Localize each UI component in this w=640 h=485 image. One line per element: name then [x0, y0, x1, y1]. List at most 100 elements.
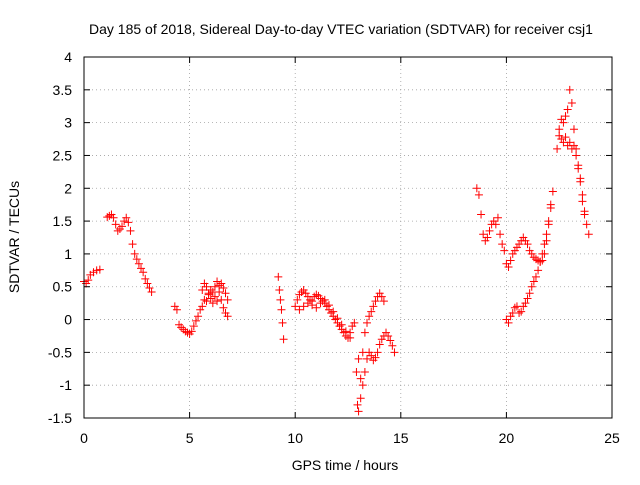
data-point [293, 295, 302, 304]
tick-labels: 0 5 10 15 20 25 -1.5 -1 -0.5 0 0.5 1 1.5 2 2.5 3 3.5 4 [48, 49, 620, 446]
data-point [132, 255, 141, 264]
data-point [557, 135, 566, 144]
data-point [341, 327, 350, 336]
data-point [479, 230, 488, 239]
data-point [546, 200, 555, 209]
data-point [221, 308, 230, 317]
data-point [316, 299, 325, 308]
data-point [130, 249, 139, 258]
data-point [352, 368, 361, 377]
data-point [367, 351, 376, 360]
data-point [219, 284, 228, 293]
data-point [561, 112, 570, 121]
data-point [221, 289, 230, 298]
data-point [379, 297, 388, 306]
data-point [139, 268, 148, 277]
data-point [531, 272, 540, 281]
data-point [92, 266, 101, 275]
data-point [512, 243, 521, 252]
data-point [312, 290, 321, 299]
data-point [584, 230, 593, 239]
y-tick-label: 0.5 [53, 279, 73, 295]
data-point [517, 307, 526, 316]
data-point [120, 217, 129, 226]
data-point [187, 327, 196, 336]
data-point [223, 312, 232, 321]
data-point [356, 374, 365, 383]
data-point [348, 322, 357, 331]
data-point [295, 305, 304, 314]
y-tick-label: -0.5 [48, 344, 72, 360]
y-tick-label: -1.5 [48, 410, 72, 426]
data-point [170, 302, 179, 311]
data-point [582, 220, 591, 229]
data-point [580, 207, 589, 216]
data-point [128, 240, 137, 249]
data-point [312, 303, 321, 312]
data-point [559, 118, 568, 127]
grid-lines [84, 57, 612, 418]
data-point [510, 246, 519, 255]
data-point [208, 299, 217, 308]
data-point [540, 240, 549, 249]
data-point [301, 289, 310, 298]
data-point [506, 312, 515, 321]
data-point [365, 312, 374, 321]
data-point [200, 295, 209, 304]
y-tick-label: 0 [64, 312, 72, 328]
data-point [95, 265, 104, 274]
data-point [369, 302, 378, 311]
data-point [371, 297, 380, 306]
data-point [474, 190, 483, 199]
data-point [527, 249, 536, 258]
data-point [544, 217, 553, 226]
data-point [553, 144, 562, 153]
data-point [569, 125, 578, 134]
x-tick-label: 5 [186, 430, 194, 446]
x-axis-title: GPS time / hours [292, 457, 399, 473]
data-point [105, 211, 114, 220]
data-point [82, 279, 91, 288]
data-point [147, 287, 156, 296]
data-point [200, 279, 209, 288]
data-point [529, 277, 538, 286]
data-point [277, 305, 286, 314]
data-point [508, 249, 517, 258]
data-point [523, 240, 532, 249]
data-point [360, 368, 369, 377]
data-point [502, 315, 511, 324]
data-point [122, 213, 131, 222]
data-point [84, 276, 93, 285]
data-point [333, 314, 342, 323]
data-point [198, 302, 207, 311]
data-point [493, 213, 502, 222]
data-point [329, 307, 338, 316]
data-point [198, 286, 207, 295]
data-point [89, 268, 98, 277]
data-point [107, 210, 116, 219]
data-point [527, 282, 536, 291]
data-point [219, 303, 228, 312]
data-point [363, 318, 372, 327]
data-point [567, 144, 576, 153]
data-point [555, 131, 564, 140]
data-point [557, 115, 566, 124]
y-tick-label: 3 [64, 115, 72, 131]
data-point [354, 354, 363, 363]
data-point [331, 315, 340, 324]
data-point [141, 274, 150, 283]
data-point [515, 240, 524, 249]
data-point [217, 279, 226, 288]
data-point [367, 307, 376, 316]
data-point [561, 133, 570, 142]
data-point [525, 246, 534, 255]
y-tick-label: 2 [64, 180, 72, 196]
data-point [542, 230, 551, 239]
data-point [377, 292, 386, 301]
data-point [299, 286, 308, 295]
data-point [275, 286, 284, 295]
x-tick-label: 0 [80, 430, 88, 446]
data-point [472, 184, 481, 193]
data-point [183, 328, 192, 337]
data-point [350, 318, 359, 327]
